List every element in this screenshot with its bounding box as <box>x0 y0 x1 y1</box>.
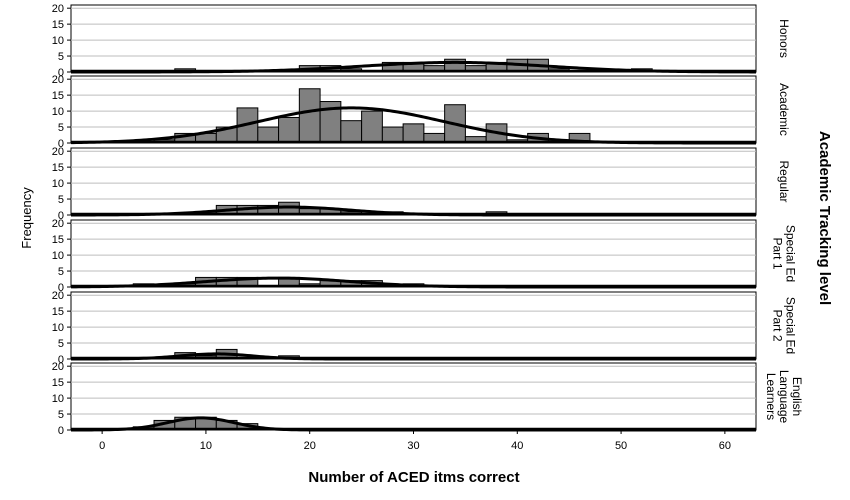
y-tick-label: 5 <box>58 338 64 350</box>
y-axis-title: Frequency <box>19 187 34 249</box>
panel-4: 0 5 10 15 20 Special EdPart 2 <box>52 290 798 366</box>
y-tick-label: 20 <box>52 3 64 15</box>
y-tick-label: 0 <box>58 138 64 150</box>
x-tick-label: 20 <box>304 440 316 452</box>
panel-label-line: Special Ed <box>784 297 798 354</box>
y-tick-label: 0 <box>58 354 64 366</box>
panel-label-line: Part 1 <box>771 237 785 269</box>
panel-label: Special EdPart 2 <box>771 297 798 354</box>
y-tick-label: 10 <box>52 178 64 190</box>
panel-label: Academic <box>777 83 791 136</box>
y-tick-label: 20 <box>52 146 64 158</box>
y-tick-label: 20 <box>52 74 64 86</box>
panel-label-line: Learners <box>764 373 778 420</box>
y-tick-label: 20 <box>52 290 64 302</box>
y-tick-label: 20 <box>52 218 64 230</box>
y-tick-label: 5 <box>58 266 64 278</box>
y-tick-label: 10 <box>52 35 64 47</box>
panel-label-line: English <box>790 377 804 416</box>
x-tick-label: 40 <box>511 440 523 452</box>
panel-label: Honors <box>777 19 791 58</box>
x-tick-label: 30 <box>407 440 419 452</box>
y-tick-label: 15 <box>52 90 64 102</box>
histogram-bar <box>298 88 321 144</box>
panel-3: 0 5 10 15 20 Special EdPart 1 <box>52 218 798 294</box>
histogram-bar <box>257 126 280 144</box>
y-tick-label: 15 <box>52 162 64 174</box>
histogram-bar <box>278 116 300 144</box>
y-tick-label: 10 <box>52 393 64 405</box>
histogram-bar <box>340 120 363 144</box>
y-tick-label: 15 <box>52 377 64 389</box>
y-tick-label: 15 <box>52 19 64 31</box>
panel-2: 0 5 10 15 20 Regular <box>52 146 791 222</box>
histogram-bar <box>361 110 383 144</box>
y-tick-label: 5 <box>58 122 64 134</box>
y-tick-label: 0 <box>58 425 64 437</box>
y-tick-label: 10 <box>52 322 64 334</box>
panel-label-line: Part 2 <box>771 309 785 341</box>
y-tick-label: 5 <box>58 409 64 421</box>
y-tick-label: 15 <box>52 234 64 246</box>
y-tick-label: 10 <box>52 250 64 262</box>
y-tick-label: 10 <box>52 106 64 118</box>
histogram-bar <box>381 126 404 144</box>
panel-label-line: Regular <box>777 160 791 202</box>
y-tick-label: 0 <box>58 210 64 222</box>
y-tick-label: 5 <box>58 194 64 206</box>
panel-frame <box>70 291 757 360</box>
panel-frame <box>70 219 757 288</box>
panel-frame <box>70 4 757 73</box>
x-tick-label: 0 <box>99 440 105 452</box>
panel-0: 0 5 10 15 20 Honors <box>52 3 791 79</box>
panel-5: 0 5 10 15 20 EnglishLanguageLearners <box>52 361 804 437</box>
y-tick-label: 0 <box>58 67 64 79</box>
x-tick-label: 10 <box>200 440 212 452</box>
facet-axis-title: Academic Tracking level <box>816 131 833 305</box>
panel-label: Special EdPart 1 <box>771 225 798 282</box>
panel-label-line: Honors <box>777 19 791 58</box>
histogram-bar <box>402 123 425 144</box>
y-tick-label: 20 <box>52 361 64 373</box>
panel-label-line: Academic <box>777 83 791 136</box>
y-tick-label: 5 <box>58 51 64 63</box>
x-tick-label: 50 <box>615 440 627 452</box>
panel-label: Regular <box>777 160 791 202</box>
y-tick-label: 0 <box>58 282 64 294</box>
y-tick-label: 15 <box>52 306 64 318</box>
panel-label: EnglishLanguageLearners <box>764 370 804 424</box>
panel-frame <box>70 147 757 216</box>
x-tick-label: 60 <box>719 440 731 452</box>
x-axis: 0 10 20 30 40 50 60 <box>99 430 731 452</box>
panel-1: 0 5 10 15 20 Academic <box>52 74 791 150</box>
panel-label-line: Special Ed <box>784 225 798 282</box>
x-axis-title: Number of ACED itms correct <box>308 469 519 486</box>
chart-panels: 0 5 10 15 20 Honors 0 5 10 15 20 Academic 0 5 10 15 20 Re… <box>52 3 804 437</box>
panel-label-line: Language <box>777 370 791 424</box>
